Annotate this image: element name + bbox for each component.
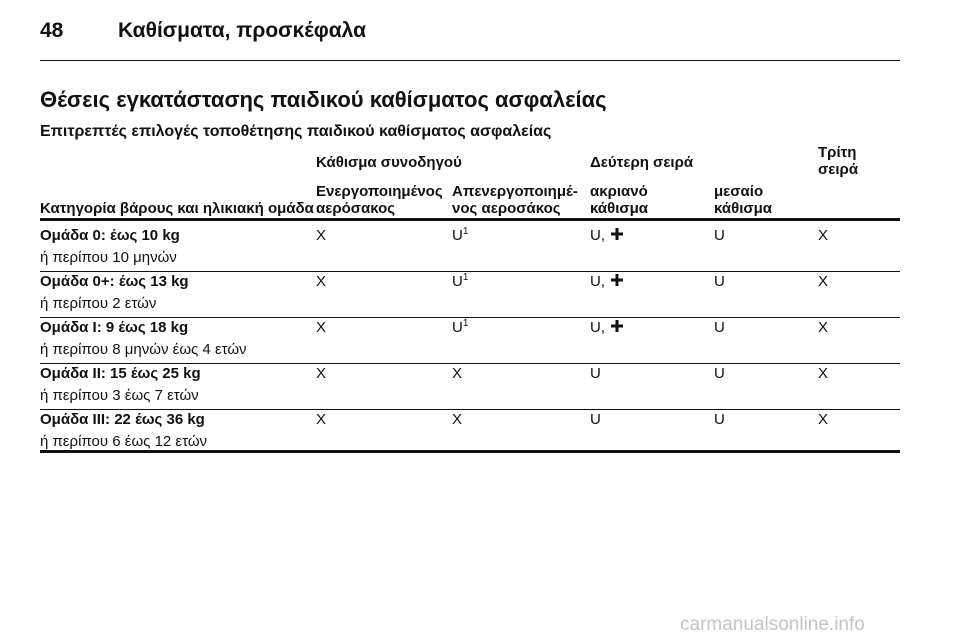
row-group: Ομάδα 0: έως 10 kg <box>40 227 180 244</box>
cell: U, <box>590 227 625 245</box>
cell-text: U <box>714 273 725 290</box>
cell-text: X <box>818 411 829 428</box>
row-rule <box>40 450 900 453</box>
row-rule <box>40 409 900 410</box>
row-age: ή περίπου 6 έως 12 ετών <box>40 433 208 450</box>
row-age: ή περίπου 2 ετών <box>40 295 157 312</box>
plus-icon <box>611 228 623 240</box>
page-number: 48 <box>40 19 64 42</box>
cell: X <box>452 365 462 383</box>
plus-icon <box>611 320 623 332</box>
cell: X <box>316 411 326 429</box>
cell: X <box>316 319 326 337</box>
cell-text: X <box>818 273 829 290</box>
footnote-mark: 1 <box>462 226 469 237</box>
cell: U <box>714 411 725 429</box>
cell: X <box>316 273 326 291</box>
column-header: Ενεργοποιημένος <box>316 183 443 200</box>
cell: U1 <box>452 319 468 337</box>
cell-text: U, <box>590 273 605 290</box>
cell-text: U <box>714 319 725 336</box>
watermark: carmanualsonline.info <box>680 614 865 635</box>
cell-text: X <box>818 319 829 336</box>
cell: U <box>714 365 725 383</box>
cell-text: U <box>452 319 463 336</box>
cell: U, <box>590 319 625 337</box>
cell: U <box>590 365 601 383</box>
cell-text: X <box>316 411 327 428</box>
row-group: Ομάδα 0+: έως 13 kg <box>40 273 189 290</box>
cell-text: X <box>316 365 327 382</box>
cell-text: U <box>452 273 463 290</box>
group-header: Δεύτερη σειρά <box>590 154 694 171</box>
cell-text: U <box>590 365 601 382</box>
row-rule <box>40 218 900 221</box>
row-rule <box>40 363 900 364</box>
header-rule <box>40 60 900 61</box>
cell-text: U <box>714 411 725 428</box>
row-age: ή περίπου 10 μηνών <box>40 249 177 266</box>
cell-text: U <box>714 227 725 244</box>
section-title: Καθίσματα, προσκέφαλα <box>118 19 366 42</box>
row-group: Ομάδα I: 9 έως 18 kg <box>40 319 189 336</box>
column-header: κάθισμα <box>714 200 773 217</box>
cell: U1 <box>452 227 468 245</box>
cell-text: X <box>316 273 327 290</box>
cell: X <box>818 365 828 383</box>
cell-text: X <box>818 227 829 244</box>
cell: U <box>714 273 725 291</box>
group-header: Κάθισμα συνοδηγού <box>316 154 462 171</box>
cell: X <box>818 319 828 337</box>
column-header: αερόσακος <box>316 200 396 217</box>
cell-text: U, <box>590 227 605 244</box>
title: Θέσεις εγκατάστασης παιδικού καθίσματος … <box>40 87 607 112</box>
cell: X <box>316 365 326 383</box>
plus-icon <box>611 274 623 286</box>
cell: X <box>818 227 828 245</box>
column-header: μεσαίο <box>714 183 764 200</box>
cell: U <box>714 227 725 245</box>
cell: U <box>590 411 601 429</box>
cell: X <box>818 273 828 291</box>
cell: U <box>714 319 725 337</box>
row-group: Ομάδα II: 15 έως 25 kg <box>40 365 201 382</box>
cell-text: X <box>316 227 327 244</box>
footnote-mark: 1 <box>462 318 469 329</box>
column-header: νος αεροσάκος <box>452 200 561 217</box>
cell: U, <box>590 273 625 291</box>
cell-text: X <box>316 319 327 336</box>
column-header: ακριανό <box>590 183 648 200</box>
cell-text: U <box>452 227 463 244</box>
footnote-mark: 1 <box>462 272 469 283</box>
cell-text: X <box>452 365 463 382</box>
subtitle: Επιτρεπτές επιλογές τοποθέτησης παιδικού… <box>40 123 552 140</box>
cell-text: U <box>590 411 601 428</box>
cell: X <box>818 411 828 429</box>
cell: X <box>316 227 326 245</box>
cell-text: X <box>818 365 829 382</box>
row-rule <box>40 317 900 318</box>
column-header: Κατηγορία βάρους και ηλικιακή ομάδα <box>40 200 314 217</box>
column-header: Απενεργοποιημέ- <box>452 183 578 200</box>
cell-text: U <box>714 365 725 382</box>
cell: X <box>452 411 462 429</box>
row-rule <box>40 271 900 272</box>
cell: U1 <box>452 273 468 291</box>
cell-text: X <box>452 411 463 428</box>
row-group: Ομάδα III: 22 έως 36 kg <box>40 411 205 428</box>
group-header: Τρίτη <box>818 144 857 161</box>
row-age: ή περίπου 8 μηνών έως 4 ετών <box>40 341 247 358</box>
column-header: κάθισμα <box>590 200 649 217</box>
row-age: ή περίπου 3 έως 7 ετών <box>40 387 199 404</box>
cell-text: U, <box>590 319 605 336</box>
group-header: σειρά <box>818 161 859 178</box>
